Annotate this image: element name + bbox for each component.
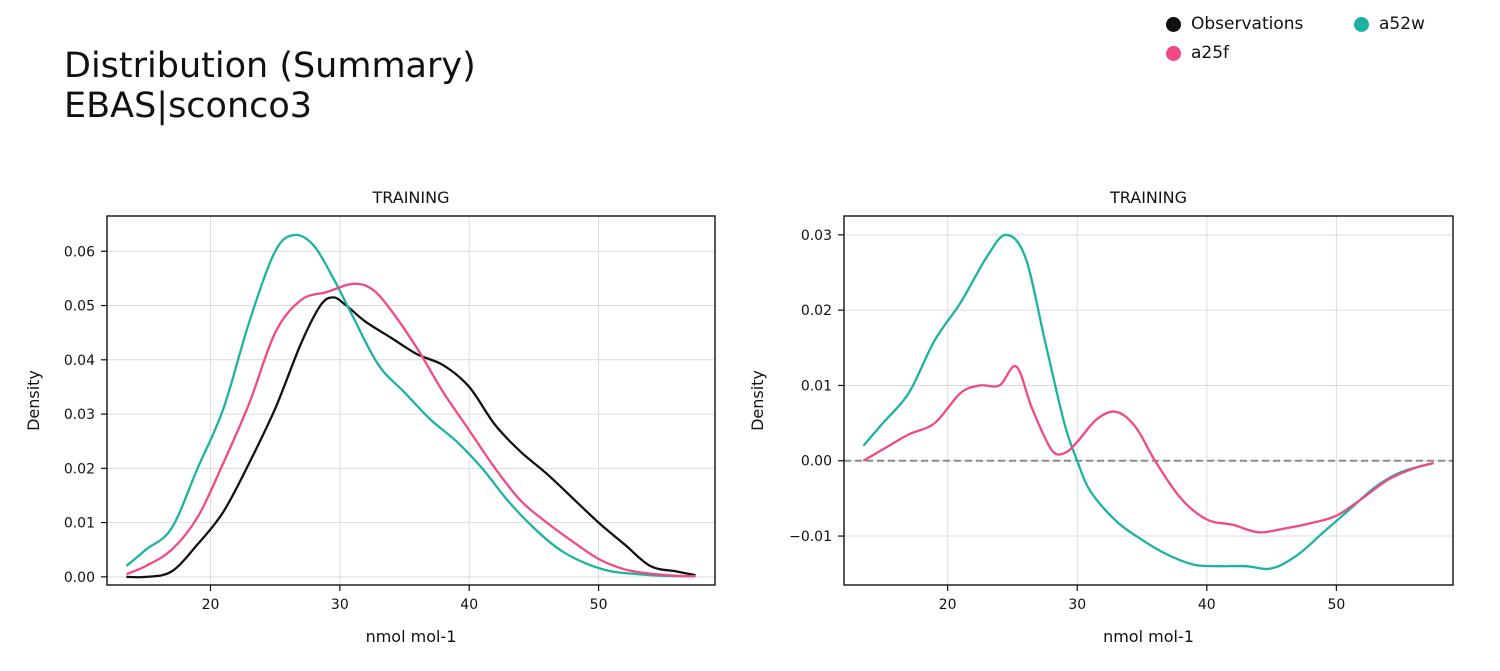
legend: Observations a52w a25f <box>1166 14 1466 74</box>
x-tick-label: 20 <box>202 597 220 613</box>
legend-marker-a52w <box>1354 16 1369 32</box>
y-tick-label: 0.06 <box>64 244 95 260</box>
figure-title-line-1: Distribution (Summary) <box>64 46 476 86</box>
chart-panel-1: 20 30 40 50 0.00 0.01 0.02 0.03 0.04 0.05 0.06 TRAI… <box>24 188 716 646</box>
x-tick-label: 30 <box>331 597 349 613</box>
y-tick-label: 0.05 <box>64 299 95 315</box>
series-line-a52w <box>862 233 1434 571</box>
plot-frame <box>106 215 716 586</box>
legend-marker-observations <box>1166 16 1181 32</box>
y-tick-label: 0.03 <box>64 407 95 423</box>
y-tick-label: 0.01 <box>801 378 832 394</box>
plot-frame <box>843 215 1454 586</box>
series-line-a52w <box>125 233 696 578</box>
y-tick-label: −0.01 <box>789 529 832 545</box>
y-tick-label: 0.01 <box>64 516 95 532</box>
chart-panel-2: 20 30 40 50 −0.01 0.00 0.01 0.02 0.03 TRAINING nmo… <box>748 188 1454 646</box>
x-tick-label: 40 <box>460 597 478 613</box>
x-tick-label: 40 <box>1198 597 1216 613</box>
series-line-observations <box>126 296 696 579</box>
series-line-a25f <box>862 365 1434 534</box>
y-axis-label: Density <box>24 370 43 431</box>
x-tick-label: 30 <box>1068 597 1086 613</box>
x-axis-label: nmol mol-1 <box>1103 627 1194 646</box>
x-tick-label: 50 <box>1327 597 1345 613</box>
series-line-a25f <box>125 282 696 578</box>
y-tick-label: 0.02 <box>64 461 95 477</box>
x-tick-label: 50 <box>590 597 608 613</box>
x-tick-label: 20 <box>939 597 957 613</box>
panel-title: TRAINING <box>372 188 450 207</box>
panel-title: TRAINING <box>1109 188 1187 207</box>
legend-item-a52w: a52w <box>1354 14 1425 34</box>
figure-title: Distribution (Summary) EBAS|sconco3 <box>64 46 476 126</box>
y-tick-label: 0.00 <box>801 454 832 470</box>
y-tick-label: 0.04 <box>64 353 95 369</box>
legend-item-observations: Observations <box>1166 14 1303 34</box>
legend-label-observations: Observations <box>1191 14 1304 34</box>
legend-label-a52w: a52w <box>1379 14 1425 34</box>
y-tick-label: 0.03 <box>801 228 832 244</box>
y-tick-label: 0.00 <box>64 570 95 586</box>
legend-item-a25f: a25f <box>1166 43 1229 63</box>
x-axis-label: nmol mol-1 <box>366 627 457 646</box>
y-tick-label: 0.02 <box>801 303 832 319</box>
legend-label-a25f: a25f <box>1191 43 1230 63</box>
legend-marker-a25f <box>1166 45 1181 61</box>
figure-title-line-2: EBAS|sconco3 <box>64 86 313 126</box>
y-axis-label: Density <box>748 370 767 431</box>
